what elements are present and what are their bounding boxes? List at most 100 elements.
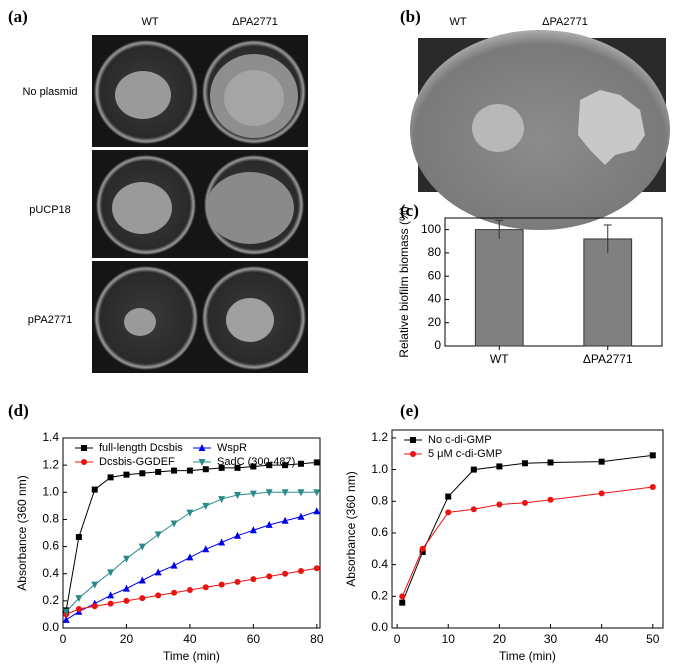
marker [139,595,146,602]
marker [297,512,305,520]
marker [218,496,226,504]
photo-a [92,35,308,373]
y-tick-label: 0.8 [371,493,388,507]
legend-label: Dcsbis-GGDEF [99,456,175,468]
marker [75,595,83,603]
x-axis-label: Time (min) [163,649,220,663]
marker [250,463,257,470]
panel-label: (e) [400,401,419,420]
marker [139,470,146,477]
legend-label: No c-di-GMP [428,434,492,446]
column-label: ΔPA2771 [232,16,278,28]
y-tick-label: 0.0 [371,620,388,634]
column-label: WT [141,16,158,28]
marker [234,492,242,499]
marker [91,581,99,589]
marker [282,570,289,577]
marker [297,460,304,467]
y-tick-label: 0.4 [42,566,59,580]
bar [583,238,633,347]
marker [198,459,206,466]
x-tick-label: 0 [394,632,401,646]
marker [62,608,70,616]
marker [410,451,416,457]
marker [399,593,406,600]
marker [171,467,178,474]
y-tick-label: 1.2 [371,430,388,444]
marker [249,526,257,534]
marker [598,490,605,497]
x-tick-label: 20 [120,632,134,646]
marker [266,573,273,580]
marker [75,534,82,541]
column-label: WT [449,16,466,28]
marker [281,489,289,497]
marker [266,462,273,469]
marker [107,474,114,481]
marker [313,565,320,572]
marker [186,553,194,561]
marker [598,458,605,465]
marker [91,486,98,493]
y-tick-label: 0.6 [42,539,59,553]
marker [445,509,452,516]
marker [138,576,146,584]
marker [281,516,289,524]
x-tick-label: WT [490,352,509,366]
marker [297,568,304,574]
x-tick-label: ΔPA2771 [583,352,633,366]
y-tick-label: 1.4 [42,430,59,444]
marker [234,531,242,539]
y-tick-label: 0 [434,338,441,352]
legend-label: full-length Dcsbis [99,442,183,454]
marker [234,464,241,471]
marker [470,466,477,473]
marker [107,569,115,577]
marker [419,545,426,552]
y-tick-label: 1.2 [42,457,59,471]
marker [218,464,225,471]
marker [186,587,193,593]
marker [186,467,193,474]
marker [107,591,115,599]
marker [154,568,162,576]
marker [297,489,305,497]
marker [198,444,206,451]
y-tick-label: 0.2 [371,588,388,602]
y-axis-label: Absorbance (360 nm) [15,475,29,590]
y-tick-label: 100 [421,222,441,236]
marker [470,506,477,513]
panel-label: (b) [400,7,421,26]
x-tick-label: 0 [60,632,67,646]
x-tick-label: 80 [310,632,324,646]
x-tick-label: 40 [183,632,197,646]
marker [155,592,162,599]
legend-label: 5 μM c-di-GMP [428,448,502,460]
marker [313,459,320,466]
marker [154,531,162,539]
panel-label: (a) [8,7,28,26]
panel-label: (c) [400,201,419,220]
marker [649,484,656,491]
x-tick-label: 20 [493,632,507,646]
marker [521,499,528,506]
marker [399,599,406,606]
x-tick-label: 30 [544,632,558,646]
x-tick-label: 50 [646,632,660,646]
marker [419,548,426,555]
row-label: pUCP18 [29,204,71,216]
marker [170,561,178,569]
marker [170,520,178,528]
marker [186,509,194,517]
marker [234,578,241,585]
marker [155,468,162,475]
plot-frame [444,217,663,347]
row-label: No plasmid [22,86,77,98]
marker [81,459,87,465]
y-tick-label: 20 [428,315,442,329]
marker [649,452,656,459]
marker [313,489,321,497]
marker [218,581,225,588]
y-tick-label: 60 [428,268,442,282]
